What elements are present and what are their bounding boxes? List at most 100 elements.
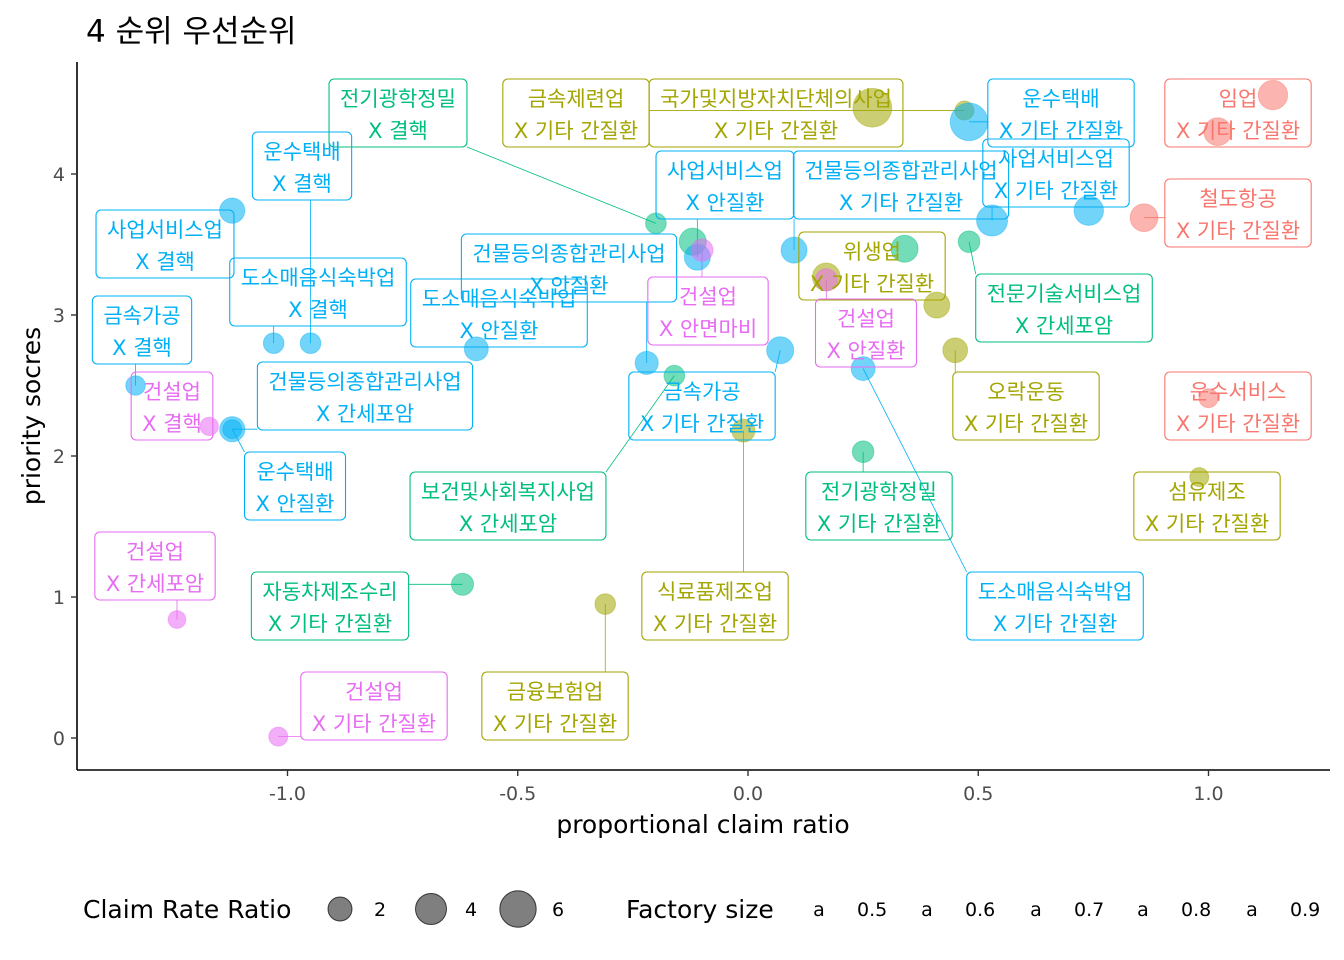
data-point [766, 336, 795, 365]
data-label-industry: 운수택배 [1022, 87, 1099, 111]
data-label-disease: X 기타 간질환 [993, 612, 1117, 636]
data-label-disease: X 간세포암 [459, 512, 557, 536]
data-label-industry: 도소매음식숙박업 [978, 580, 1133, 604]
label-box [95, 209, 235, 279]
x-axis-title: proportional claim ratio [556, 810, 849, 839]
data-label-disease: X 안질환 [826, 339, 905, 363]
axes: -1.0 -0.5 0.0 0.5 1.0 0 1 2 3 4 [53, 62, 1330, 805]
data-label-industry: 건물등의종합관리사업 [268, 370, 461, 394]
label-box [328, 78, 468, 148]
data-label-industry: 식료품제조업 [657, 580, 773, 604]
data-label-disease: X 기타 간질환 [714, 119, 838, 143]
label-connector [862, 368, 968, 573]
label-box [1164, 78, 1312, 148]
data-label-industry: 자동차제조수리 [262, 580, 397, 604]
y-tick-label: 0 [53, 728, 65, 750]
data-label-industry: 금융보험업 [507, 680, 604, 704]
data-point [463, 336, 489, 362]
data-point [690, 238, 714, 262]
data-label-industry: 사업서비스업 [107, 218, 223, 242]
label-box [792, 150, 1010, 220]
data-label-disease: X 결핵 [272, 172, 332, 196]
label-box [1164, 371, 1312, 441]
data-point [780, 236, 808, 264]
data-point [167, 610, 187, 629]
data-label-industry: 건설업 [679, 285, 737, 309]
data-point [1257, 79, 1289, 111]
data-label-industry: 건물등의종합관리사업 [472, 242, 665, 266]
label-box [952, 371, 1100, 441]
size-legend-label: 4 [465, 899, 477, 921]
data-label-disease: X 기타 간질환 [653, 612, 777, 636]
data-point [957, 230, 981, 254]
data-point [299, 332, 322, 355]
data-label-disease: X 기타 간질환 [312, 712, 436, 736]
label-box [460, 233, 678, 303]
data-point [1198, 388, 1219, 409]
color-legend-key: a [1030, 899, 1042, 921]
x-tick-label: 0.5 [963, 783, 993, 805]
x-tick-label: -0.5 [499, 783, 536, 805]
data-point [268, 726, 289, 747]
color-legend-label: 0.9 [1290, 899, 1320, 921]
data-label-disease: X 기타 간질환 [839, 191, 963, 215]
data-label-industry: 운수서비스 [1190, 380, 1287, 404]
data-point [850, 356, 876, 382]
data-label-disease: X 간세포암 [106, 572, 204, 596]
y-tick-label: 2 [53, 446, 65, 468]
data-label-industry: 건설업 [143, 380, 201, 404]
data-point [199, 416, 219, 437]
data-label-industry: 건설업 [345, 680, 403, 704]
data-point [852, 87, 893, 128]
size-legend-key [415, 893, 447, 925]
data-label-industry: 국가및지방자치단체의사업 [660, 87, 892, 111]
label-connector [466, 146, 657, 224]
data-label-disease: X 기타 간질환 [964, 412, 1088, 436]
size-legend-label: 2 [374, 899, 386, 921]
data-label-industry: 건물등의종합관리사업 [804, 159, 997, 183]
label-box [628, 371, 776, 441]
data-label-disease: X 기타 간질환 [817, 512, 941, 536]
data-label-disease: X 기타 간질환 [1176, 119, 1300, 143]
label-box [229, 257, 407, 327]
data-label-industry: 운수택배 [256, 460, 333, 484]
label-box [300, 671, 448, 741]
data-label-disease: X 안면마비 [659, 317, 757, 341]
data-label-industry: 섬유제조 [1168, 480, 1245, 504]
data-label-disease: X 기타 간질환 [1176, 412, 1300, 436]
data-label-industry: 철도항공 [1199, 187, 1276, 211]
legend: Claim Rate Ratio Factory size 2 4 6 a 0.5 a 0.… [83, 890, 1320, 928]
color-legend-label: 0.7 [1074, 899, 1104, 921]
data-point [1129, 203, 1159, 233]
data-label-disease: X 기타 간질환 [268, 612, 392, 636]
data-label-disease: X 결핵 [142, 412, 202, 436]
data-point [949, 102, 989, 142]
data-label-industry: 건설업 [837, 307, 895, 331]
data-label-disease: X 안질환 [685, 191, 764, 215]
y-tick-label: 3 [53, 305, 65, 327]
label-box [130, 371, 214, 441]
color-legend-label: 0.5 [857, 899, 887, 921]
data-label-disease: X 기타 간질환 [493, 712, 617, 736]
data-point [814, 268, 838, 292]
chart-title: 4 순위 우선순위 [86, 14, 297, 50]
color-legend-key: a [813, 899, 825, 921]
label-box [1133, 471, 1281, 541]
label-box [502, 78, 650, 148]
data-label-disease: X 결핵 [112, 336, 172, 360]
data-label-industry: 오락운동 [987, 380, 1064, 404]
data-label-industry: 전기광학정밀 [340, 87, 456, 111]
data-point [942, 337, 969, 364]
label-box [250, 571, 410, 641]
data-label-disease: X 결핵 [288, 298, 348, 322]
label-connector [605, 375, 675, 473]
data-point [890, 234, 919, 263]
data-label-disease: X 기타 간질환 [1176, 219, 1300, 243]
x-tick-label: 1.0 [1193, 783, 1223, 805]
label-box [409, 471, 607, 541]
data-label-disease: X 기타 간질환 [1145, 512, 1269, 536]
label-box [798, 231, 946, 301]
color-legend-label: 0.6 [965, 899, 995, 921]
label-box [91, 295, 193, 365]
